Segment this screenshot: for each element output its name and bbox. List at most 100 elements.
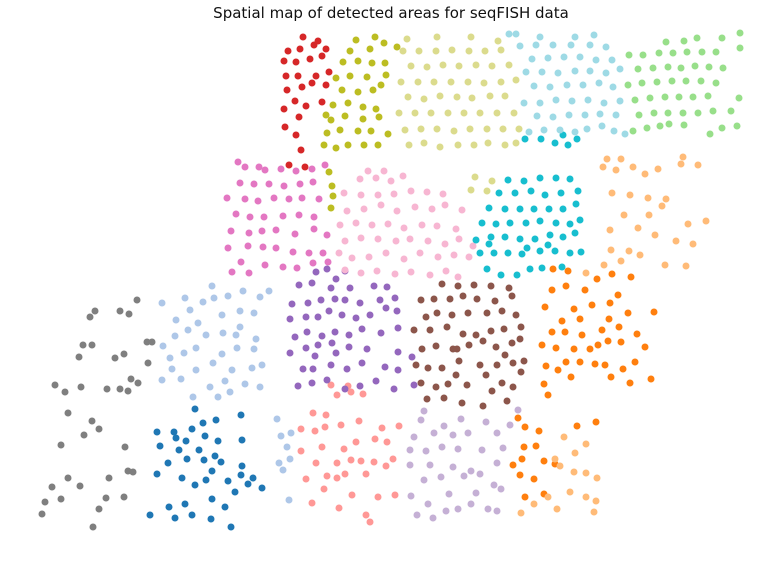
scatter-point [736, 29, 744, 37]
scatter-point [228, 268, 236, 276]
scatter-point [199, 298, 207, 306]
scatter-point [294, 382, 302, 390]
scatter-point [224, 292, 232, 300]
scatter-point [436, 143, 444, 151]
scatter-point [168, 365, 176, 373]
scatter-point [333, 474, 341, 482]
scatter-point [494, 37, 502, 45]
scatter-point [573, 422, 581, 430]
scatter-point [656, 122, 664, 130]
scatter-point [521, 423, 529, 431]
scatter-point [677, 64, 685, 72]
scatter-point [354, 127, 362, 135]
scatter-point [552, 219, 560, 227]
scatter-point [214, 393, 222, 401]
scatter-point [382, 71, 390, 79]
scatter-point [592, 418, 600, 426]
scatter-point [571, 33, 579, 41]
scatter-point [393, 43, 401, 51]
scatter-point [438, 280, 446, 288]
scatter-point [650, 109, 658, 117]
scatter-point [684, 220, 692, 228]
scatter-point [374, 141, 382, 149]
scatter-point [164, 459, 172, 467]
scatter-point [309, 178, 317, 186]
scatter-point [439, 190, 447, 198]
scatter-point [332, 74, 340, 82]
scatter-point [238, 436, 246, 444]
scatter-point [454, 273, 462, 281]
scatter-point [418, 345, 426, 353]
scatter-point [348, 254, 356, 262]
scatter-point [581, 111, 589, 119]
scatter-point [250, 309, 258, 317]
scatter-point [705, 63, 713, 71]
scatter-point [406, 446, 414, 454]
scatter-point [331, 328, 339, 336]
scatter-point [532, 442, 540, 450]
scatter-point [319, 249, 327, 257]
scatter-point [680, 121, 688, 129]
scatter-point [492, 343, 500, 351]
scatter-point [458, 399, 466, 407]
scatter-point [476, 361, 484, 369]
scatter-point [617, 338, 625, 346]
scatter-point [434, 253, 442, 261]
scatter-point [309, 409, 317, 417]
scatter-point [277, 432, 285, 440]
cluster-10 [335, 167, 477, 281]
scatter-point [245, 229, 253, 237]
scatter-point [156, 442, 164, 450]
scatter-point [292, 58, 300, 66]
scatter-point [535, 427, 543, 435]
scatter-point [567, 373, 575, 381]
scatter-point [506, 219, 514, 227]
scatter-point [321, 161, 329, 169]
scatter-point [517, 368, 525, 376]
scatter-point [426, 271, 434, 279]
scatter-point [311, 427, 319, 435]
scatter-point [328, 339, 336, 347]
scatter-point [441, 201, 449, 209]
scatter-point [144, 359, 152, 367]
scatter-point [191, 405, 199, 413]
scatter-point [478, 219, 486, 227]
scatter-point [603, 155, 611, 163]
cluster-15 [505, 30, 629, 138]
scatter-point [467, 33, 475, 41]
scatter-point [647, 375, 655, 383]
scatter-point [452, 225, 460, 233]
scatter-point [410, 433, 418, 441]
scatter-point [380, 39, 388, 47]
scatter-point [281, 123, 289, 131]
scatter-point [285, 195, 293, 203]
scatter-point [472, 61, 480, 69]
scatter-point [430, 429, 438, 437]
scatter-point [516, 471, 524, 479]
scatter-point [557, 189, 565, 197]
scatter-point [390, 190, 398, 198]
scatter-point [352, 314, 360, 322]
scatter-point [437, 473, 445, 481]
scatter-point [332, 275, 340, 283]
scatter-point [202, 476, 210, 484]
scatter-point [354, 88, 362, 96]
scatter-point [218, 311, 226, 319]
scatter-point [346, 284, 354, 292]
scatter-point [376, 296, 384, 304]
scatter-point [581, 286, 589, 294]
scatter-point [391, 294, 399, 302]
scatter-point [95, 425, 103, 433]
chart-title: Spatial map of detected areas for seqFIS… [213, 4, 569, 22]
scatter-point [520, 177, 528, 185]
scatter-point [536, 99, 544, 107]
scatter-point [634, 224, 642, 232]
scatter-point [311, 352, 319, 360]
scatter-point [308, 499, 316, 507]
scatter-point [416, 249, 424, 257]
scatter-point [544, 493, 552, 501]
scatter-point [558, 263, 566, 271]
scatter-point [209, 359, 217, 367]
scatter-point [533, 112, 541, 120]
scatter-point [654, 165, 662, 173]
